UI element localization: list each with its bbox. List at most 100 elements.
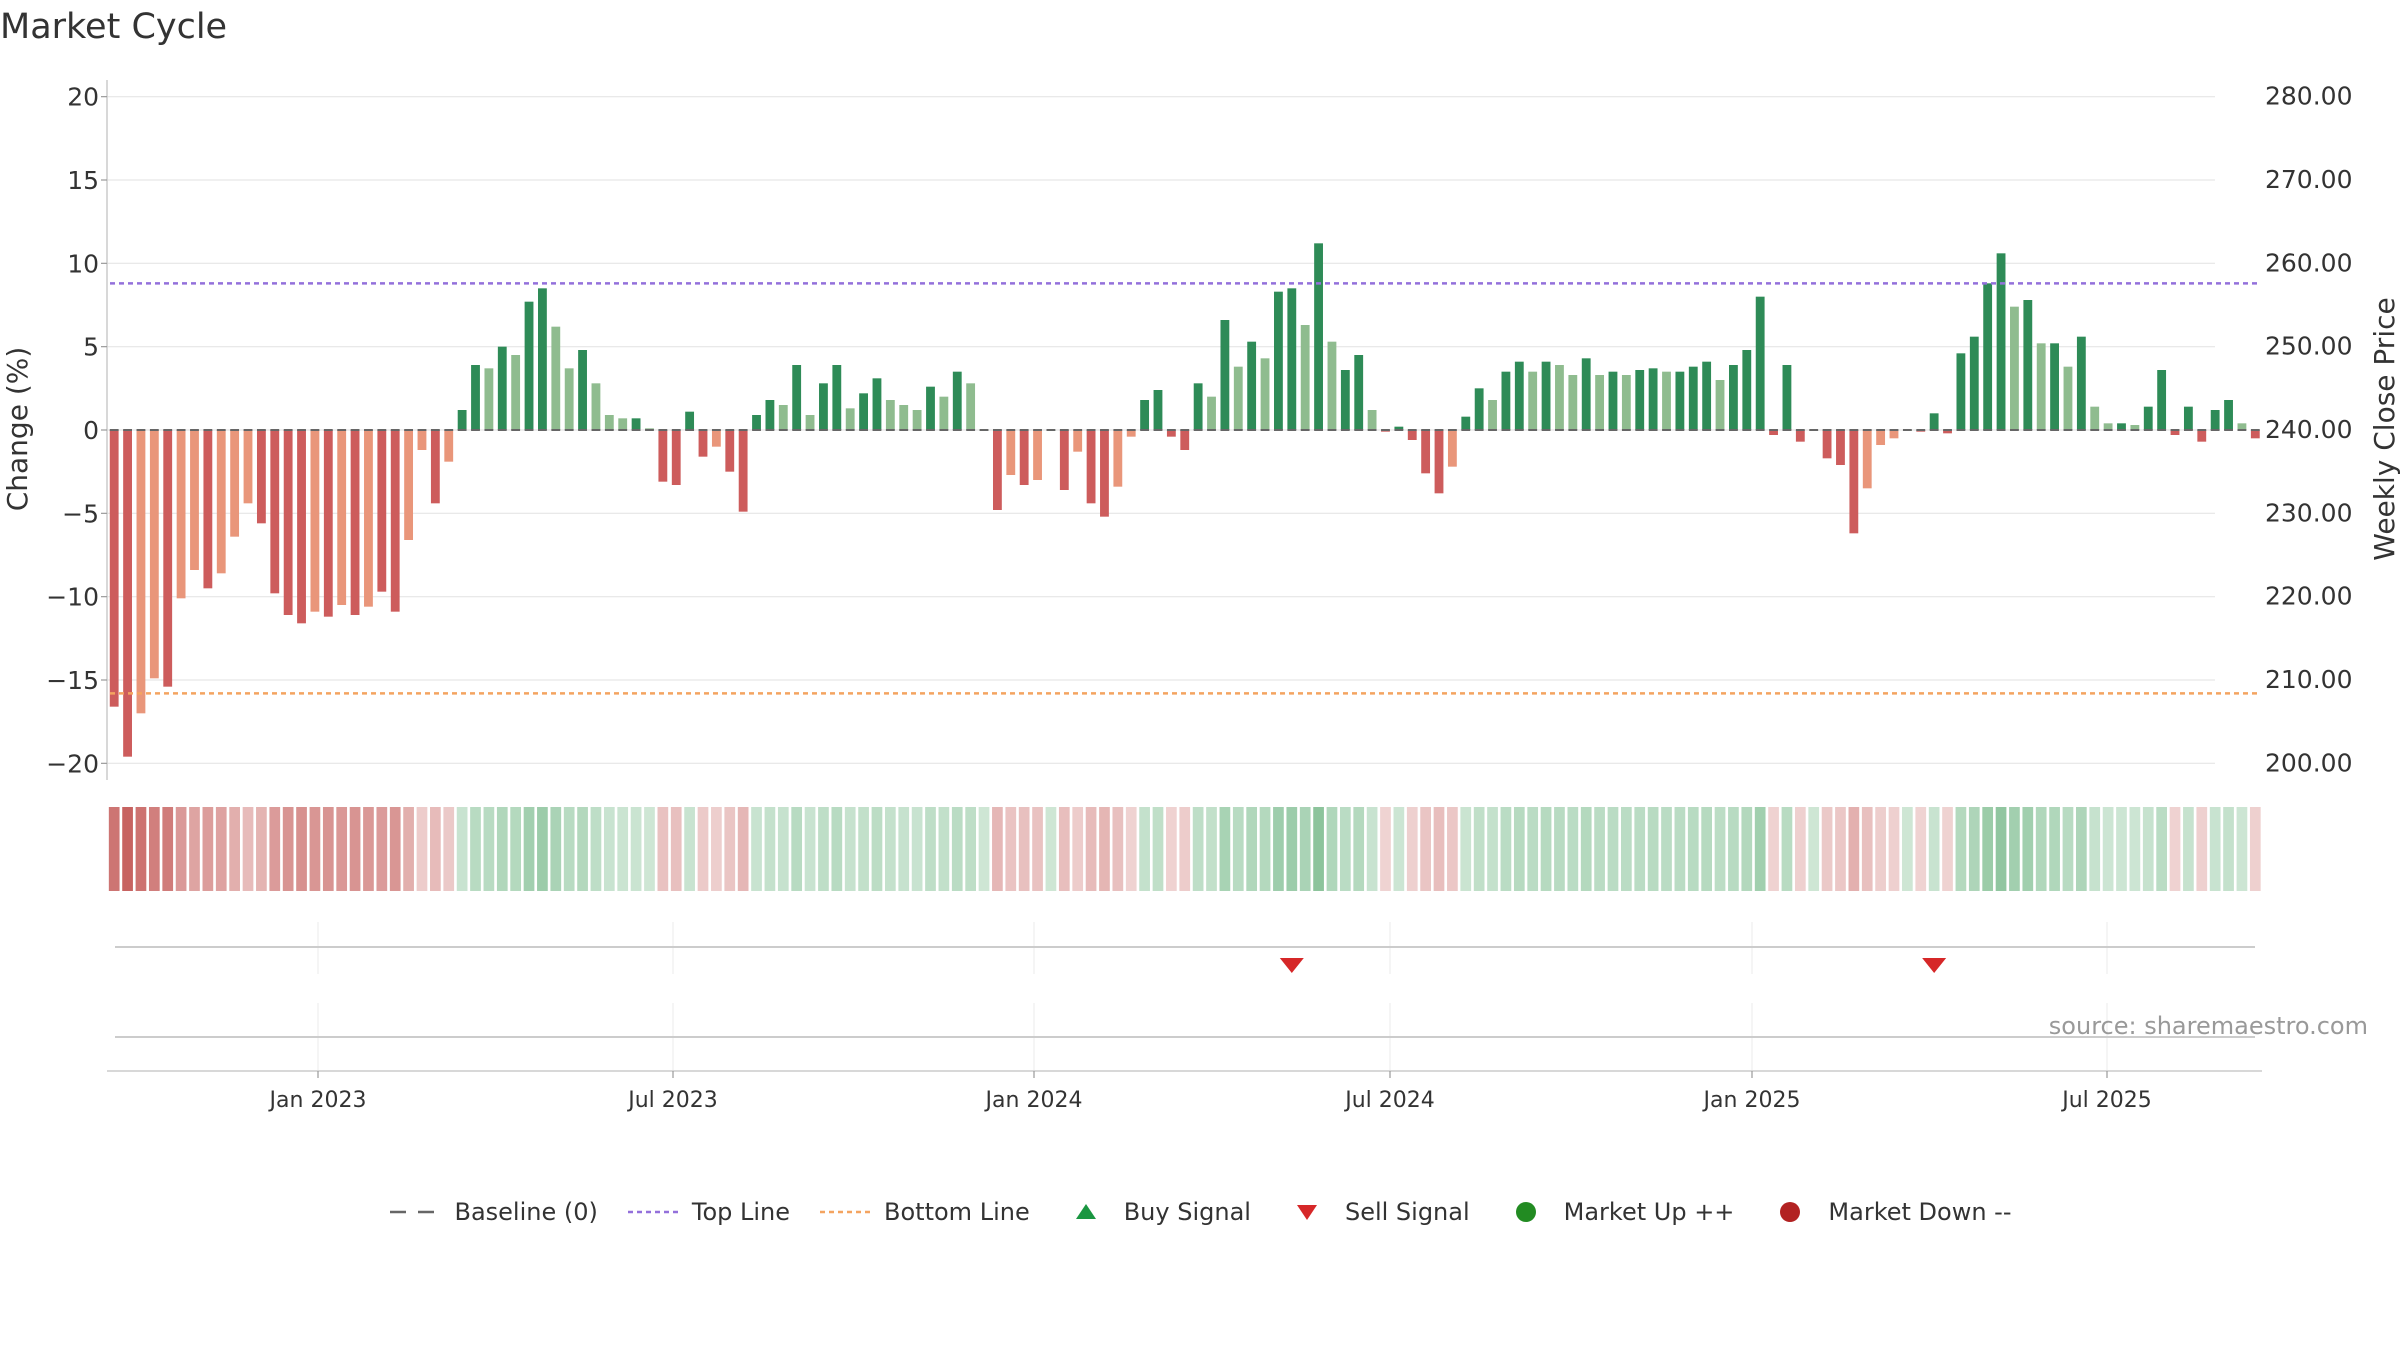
bar [966,383,976,430]
heat-cell [443,807,455,891]
heat-cell [1754,807,1766,891]
bar [2170,430,2180,435]
x-axis: Jan 2023 Jul 2023 Jan 2024 Jul 2024 Jan 2025… [107,1070,2262,1113]
heat-cell [309,807,321,891]
bar [1193,383,1203,430]
heat-cell [1366,807,1378,891]
y-tick-label: 10 [67,249,99,278]
bar [2063,366,2073,430]
heat-cell [978,807,990,891]
bar [1474,388,1484,430]
bar [1421,430,1431,474]
heat-cell [1888,807,1900,891]
y-tick-label: −5 [62,499,99,528]
bar [2076,336,2086,430]
bar [2143,406,2153,430]
bar [1742,350,1752,430]
x-tick-label: Jan 2023 [268,1088,367,1113]
heat-cell [951,807,963,891]
bar [1006,430,1016,475]
x-tick-label: Jul 2024 [1343,1088,1435,1113]
left-axis-ticks: 20 15 10 5 0 −5 −10 −15 −20 [46,80,108,780]
heat-cell [1072,807,1084,891]
heat-cell [1995,807,2007,891]
bar [484,368,494,430]
bar [190,430,199,570]
bar [1113,430,1123,487]
heat-cell [496,807,508,891]
heat-cell [2209,807,2221,891]
bar [337,430,347,605]
heat-cell [470,807,481,891]
bar [2117,423,2126,430]
bar [1287,288,1297,430]
heat-cell [657,807,669,891]
bar [1889,430,1899,439]
bar [832,365,842,430]
top-line-legend-icon [626,1200,682,1224]
heat-cell [2062,807,2074,891]
bar [2237,423,2247,430]
heat-cell [724,807,736,891]
bar [805,415,815,430]
heat-cell [550,807,562,891]
bar [176,430,186,599]
bottom-line-legend-icon [818,1200,874,1224]
heat-cell [282,807,294,891]
heat-cell [2236,807,2248,891]
legend-item: Bottom Line [818,1198,1030,1226]
bar [283,430,293,615]
chart-legend: Baseline (0) Top Line Bottom Line Buy Signa… [0,1198,2400,1226]
heat-cell [189,807,200,891]
bar [872,378,882,430]
heat-cell [483,807,495,891]
legend-item: Market Down -- [1762,1198,2012,1226]
legend-label: Baseline (0) [454,1198,598,1226]
bar [926,386,935,430]
heat-cell [2102,807,2114,891]
heat-cell [737,807,749,891]
bar [2157,370,2167,430]
heat-cell [1353,807,1365,891]
heat-cell [871,807,883,891]
heat-cell [2249,807,2261,891]
bar [778,405,788,430]
bar [243,430,253,504]
heat-cell [1045,807,1057,891]
bar [711,430,721,447]
heat-cell [322,807,334,891]
bar [1059,430,1069,490]
bar [163,430,173,687]
heat-cell [510,807,522,891]
bar [1635,370,1645,430]
heat-cell [590,807,602,891]
legend-label: Market Down -- [1828,1198,2012,1226]
heat-cell [349,807,361,891]
bar [1675,371,1685,430]
bar [2197,430,2207,442]
heat-cell [2156,807,2167,891]
heat-cell [1273,807,1284,891]
bar [1782,365,1792,430]
heat-cell [1687,807,1699,891]
bar [390,430,400,612]
heat-cell [965,807,976,891]
heat-cell [670,807,682,891]
legend-label: Buy Signal [1123,1198,1251,1226]
bar [1140,400,1150,430]
bar [685,411,695,430]
heat-cell [1848,807,1860,891]
bar [256,430,266,524]
heat-cell [697,807,709,891]
heat-cell [1460,807,1472,891]
heat-cell [215,807,227,891]
x-tick-label: Jan 2025 [1702,1088,1801,1113]
heat-cell [2009,807,2020,891]
heat-cell [1875,807,1886,891]
heat-cell [430,807,441,891]
heat-cell [577,807,588,891]
bar [591,383,601,430]
heat-cell [202,807,214,891]
legend-label: Bottom Line [884,1198,1030,1226]
